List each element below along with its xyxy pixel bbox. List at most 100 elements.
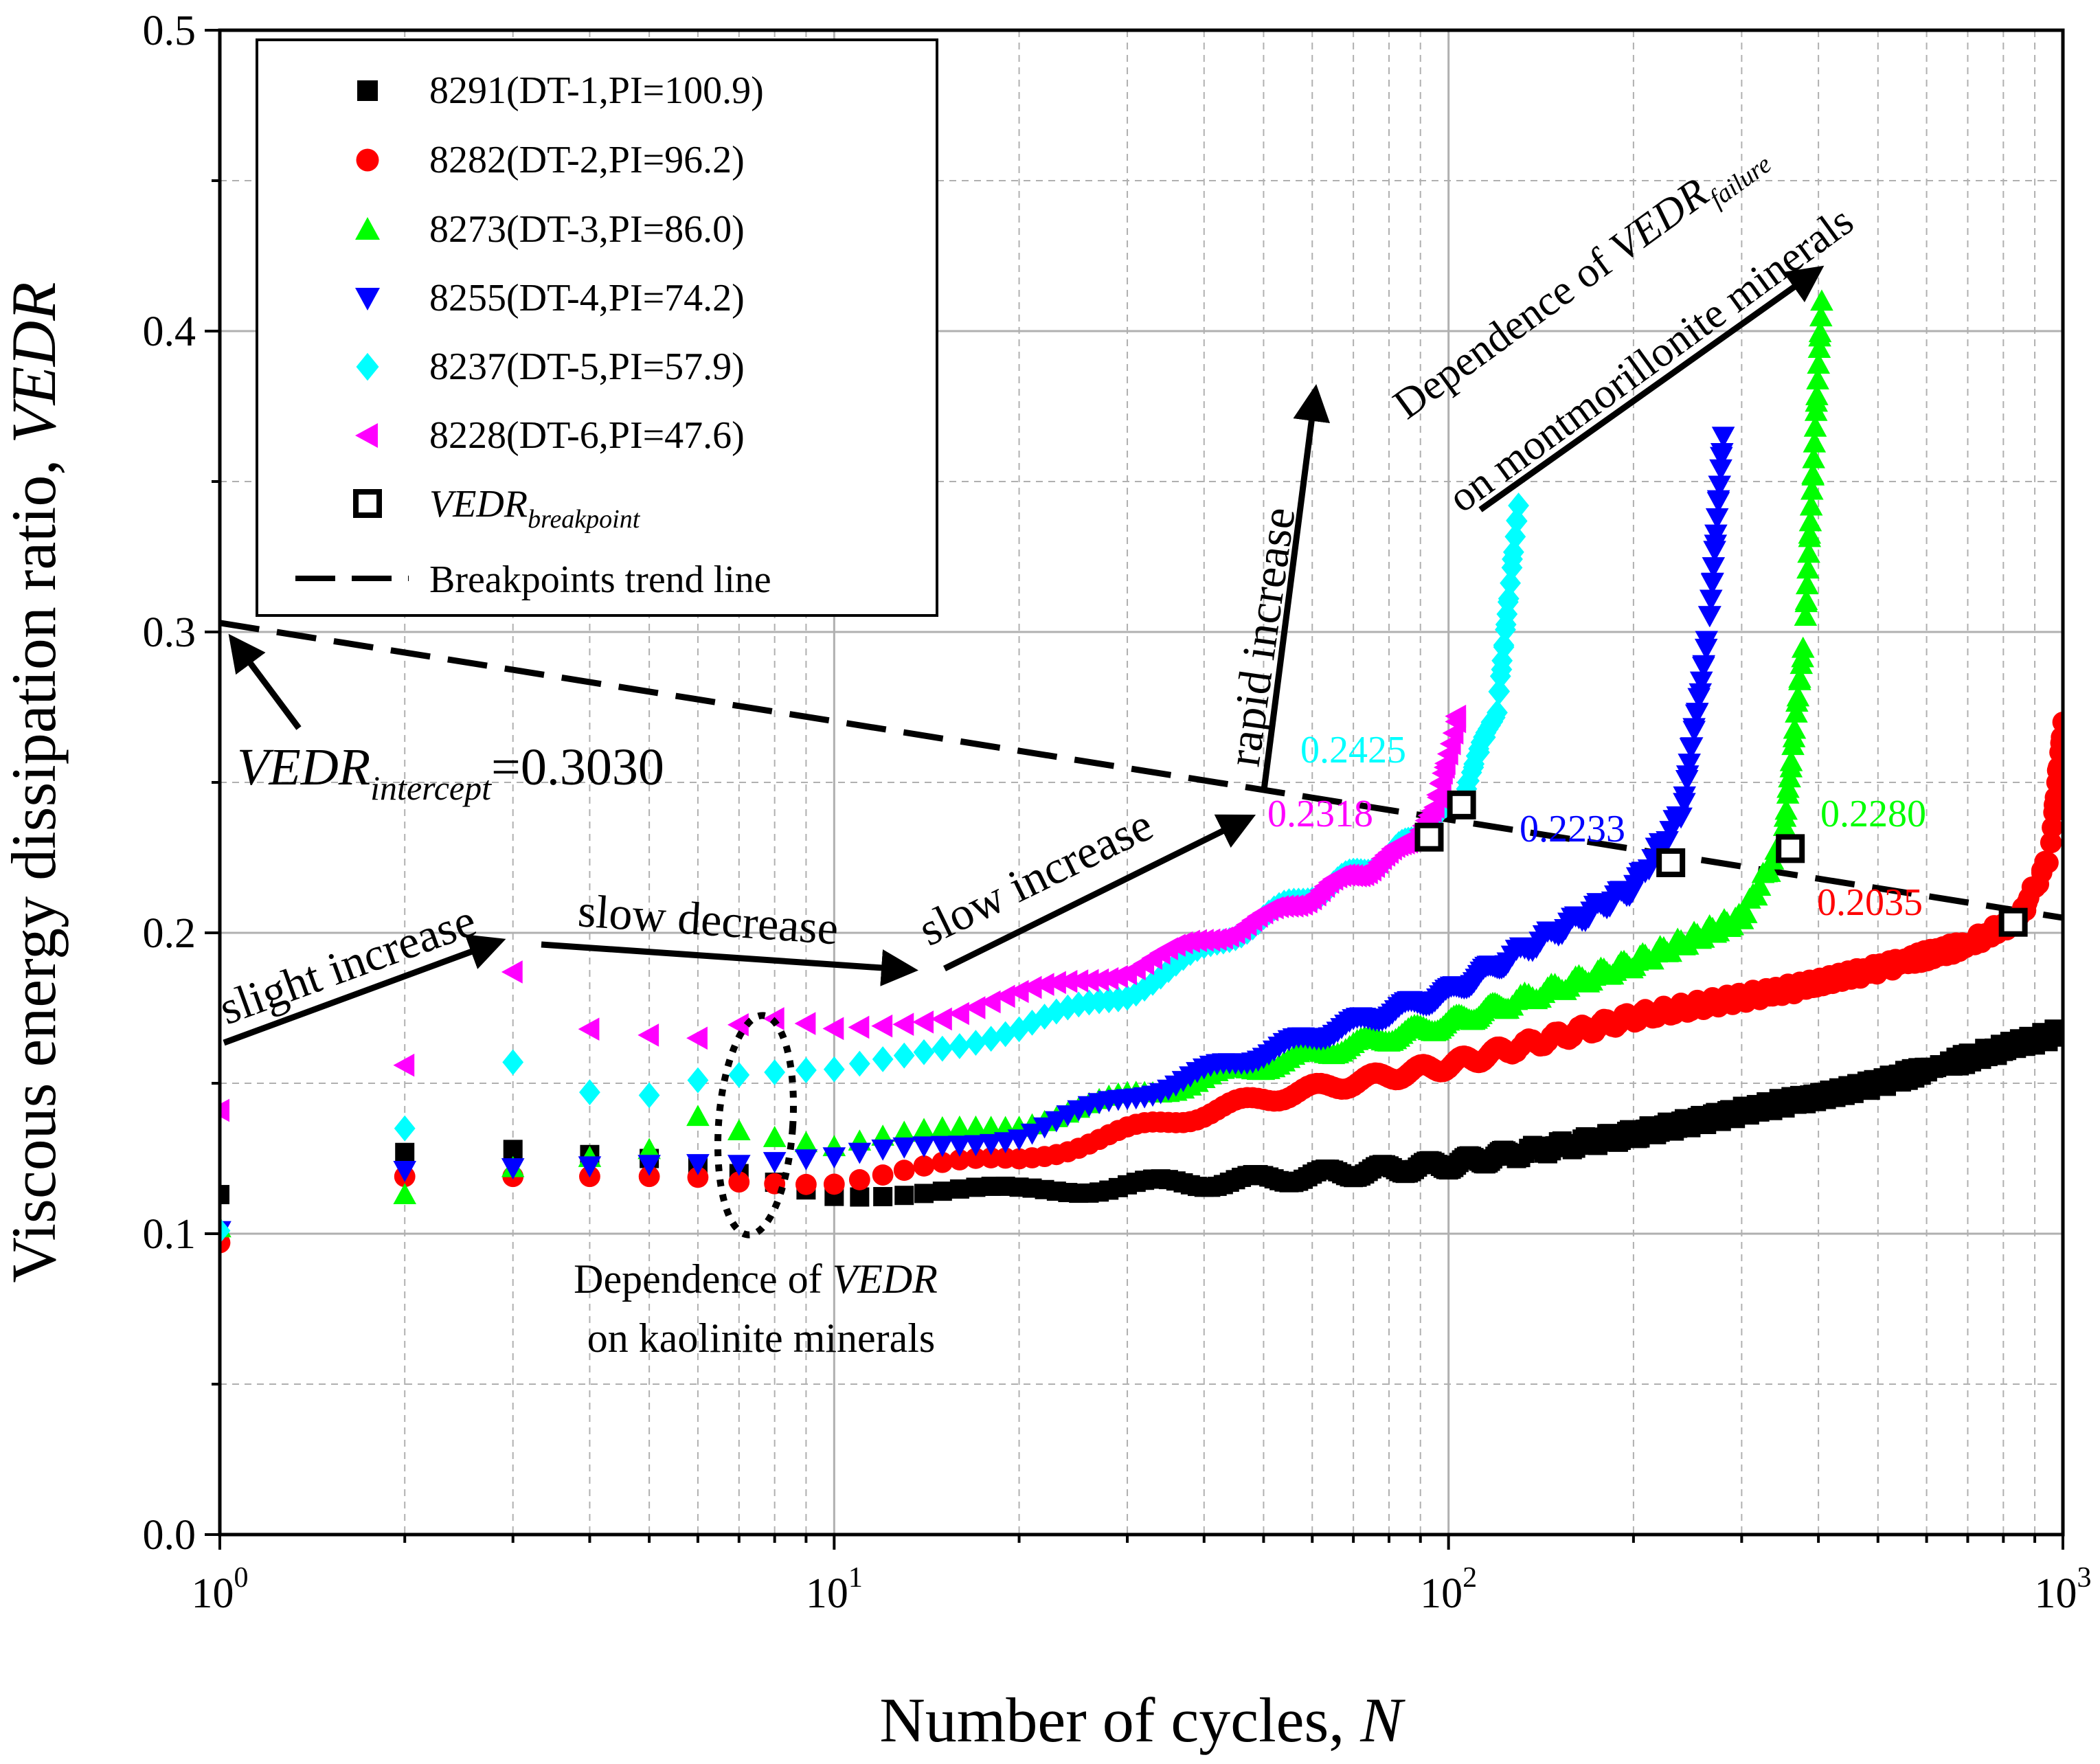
- data-point: [948, 1002, 969, 1026]
- data-point: [1020, 1123, 1044, 1145]
- data-point: [932, 1151, 953, 1173]
- data-point: [871, 1014, 893, 1038]
- data-point: [893, 1160, 915, 1181]
- data-point: [1680, 737, 1704, 759]
- data-point: [1673, 786, 1697, 808]
- data-point: [1785, 701, 1808, 723]
- legend-bp-main: VEDR: [429, 483, 528, 525]
- data-point: [502, 1049, 524, 1076]
- data-point: [637, 1024, 659, 1047]
- legend: 8291(DT-1,PI=100.9) 8282(DT-2,PI=96.2) 8…: [256, 38, 938, 617]
- data-point: [1496, 601, 1518, 627]
- data-point: [795, 1173, 817, 1195]
- data-point: [1797, 541, 1820, 563]
- data-point: [1008, 1016, 1030, 1043]
- data-point: [1774, 798, 1798, 820]
- data-point: [1702, 557, 1726, 578]
- slow-decrease-label: slow decrease: [576, 884, 840, 954]
- data-point: [848, 1015, 870, 1039]
- data-point: [728, 1062, 750, 1088]
- data-point: [687, 1166, 709, 1188]
- data-point: [1700, 573, 1724, 595]
- data-point: [1508, 493, 1529, 519]
- data-point: [686, 1105, 710, 1127]
- data-point: [1806, 368, 1829, 389]
- data-point: [1772, 815, 1796, 837]
- data-point: [1426, 786, 1448, 809]
- data-point: [1803, 431, 1827, 453]
- series-1: [220, 1019, 2063, 1207]
- data-point: [1087, 968, 1109, 992]
- data-point: [872, 1046, 894, 1072]
- y-tick-label: 0.3: [143, 609, 196, 656]
- data-point: [394, 1115, 416, 1142]
- data-point: [1800, 478, 1824, 500]
- x-tick-base: 10: [806, 1570, 848, 1617]
- data-point: [1045, 971, 1066, 995]
- y-axis-title: Viscous energy dissipation ratio, VEDR: [0, 282, 69, 1283]
- x-tick-label: 103: [2035, 1562, 2092, 1617]
- data-point: [1430, 771, 1452, 794]
- data-point: [1682, 721, 1706, 743]
- data-point: [949, 1033, 971, 1059]
- series-layer: [220, 289, 2063, 1254]
- bp-label-0.2318: 0.2318: [1267, 793, 1373, 835]
- data-point: [1032, 1117, 1057, 1139]
- data-point: [1711, 427, 1735, 449]
- data-point: [1783, 717, 1807, 739]
- data-point: [1150, 963, 1172, 990]
- data-point: [1020, 975, 1042, 999]
- rapid-increase-label: rapid increase: [1217, 504, 1305, 769]
- data-point: [220, 1217, 231, 1244]
- data-point: [979, 1133, 1003, 1155]
- data-point: [1480, 709, 1502, 736]
- data-point: [894, 1186, 914, 1206]
- legend-markers: [353, 80, 382, 518]
- legend-marker-5: [356, 352, 379, 381]
- data-point: [686, 1026, 708, 1050]
- data-point: [912, 1010, 934, 1034]
- data-point: [1703, 541, 1726, 563]
- bp-label-0.2280: 0.2280: [1820, 793, 1926, 835]
- data-point: [1781, 734, 1805, 756]
- bp-label-0.2233: 0.2233: [1520, 808, 1625, 850]
- data-point: [932, 1035, 953, 1062]
- data-point: [1498, 585, 1520, 612]
- data-point: [1709, 459, 1732, 481]
- data-point: [848, 1142, 872, 1164]
- data-point: [1698, 606, 1721, 628]
- intercept-label-sub: intercept: [370, 769, 492, 807]
- data-point: [1704, 524, 1728, 546]
- data-point: [1165, 951, 1187, 977]
- data-point: [913, 1039, 935, 1065]
- data-point: [1678, 754, 1701, 775]
- legend-marker-3: [355, 217, 380, 240]
- kaolinite-line1-italic: VEDR: [833, 1256, 938, 1302]
- data-point: [913, 1155, 935, 1177]
- data-point: [823, 1173, 845, 1195]
- legend-marker-breakpoint: [353, 489, 382, 518]
- bp-label-0.2425: 0.2425: [1300, 729, 1406, 771]
- data-point: [1710, 443, 1734, 464]
- intercept-label: VEDRintercept=0.3030: [237, 738, 664, 807]
- series-4: [220, 427, 1735, 1243]
- data-point: [1474, 724, 1496, 751]
- data-point: [794, 1149, 818, 1171]
- data-point: [578, 1156, 602, 1178]
- data-point: [1675, 770, 1699, 791]
- grid: [220, 30, 2063, 1535]
- x-tick-exp: 1: [848, 1562, 863, 1594]
- data-point: [1491, 647, 1513, 674]
- trend-line-path: [219, 620, 2064, 921]
- breakpoint-marker: [1414, 822, 1444, 852]
- legend-marker-1: [357, 80, 378, 101]
- data-point: [1158, 957, 1179, 984]
- data-point: [1705, 508, 1729, 530]
- data-point: [1799, 494, 1823, 516]
- data-point: [794, 1131, 818, 1153]
- data-point: [220, 1098, 229, 1122]
- data-point: [1692, 655, 1715, 677]
- data-point: [763, 1126, 787, 1147]
- breakpoint-marker: [1656, 848, 1686, 877]
